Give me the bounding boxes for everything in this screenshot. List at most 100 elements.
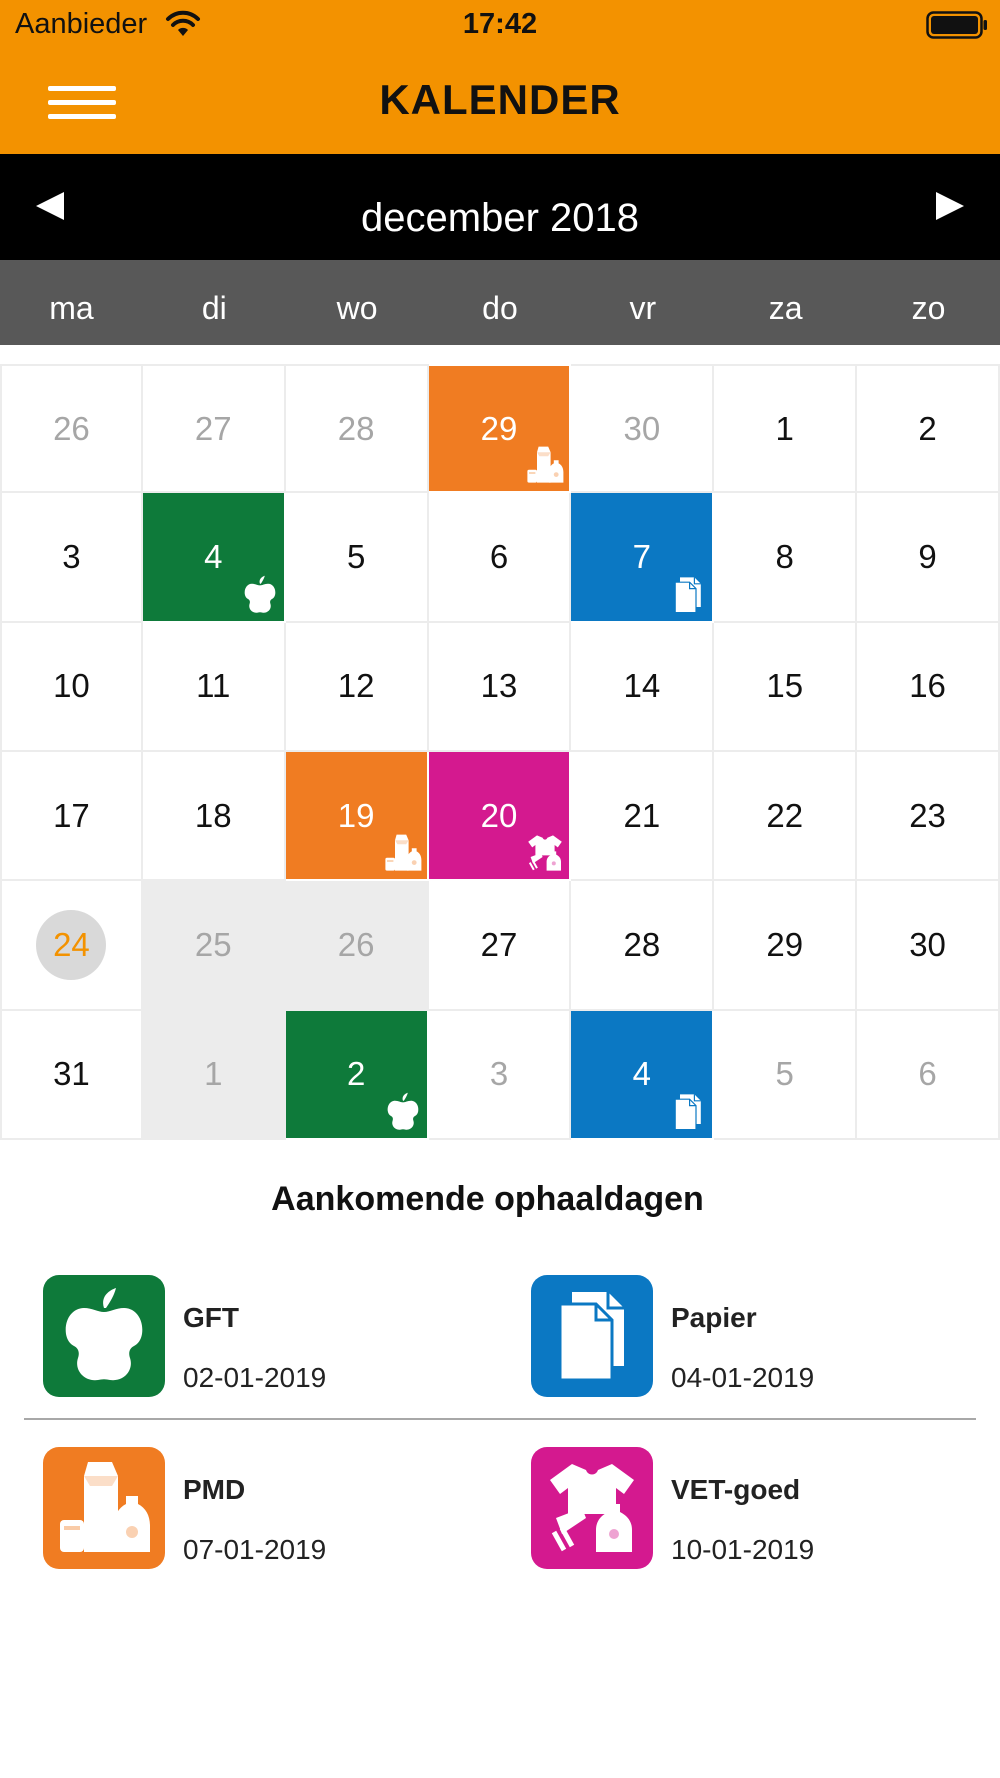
calendar-day-pickup-papier[interactable]: 4 [571,1010,715,1140]
calendar-day[interactable]: 3 [0,493,143,623]
pickup-name: GFT [183,1302,239,1333]
calendar-day[interactable]: 27 [428,881,572,1011]
calendar-day[interactable]: 11 [142,622,286,752]
day-number: 3 [489,1055,509,1093]
calendar-day-pickup-pmd[interactable]: 29 [428,364,572,494]
month-label: december 2018 [361,196,639,240]
day-number: 1 [204,1055,223,1093]
day-number: 9 [918,537,937,575]
day-number: 2 [346,1055,366,1093]
calendar-day[interactable]: 2 [857,364,1000,494]
calendar-day[interactable]: 9 [857,493,1000,623]
day-number: 30 [909,925,946,963]
calendar-day[interactable]: 30 [857,881,1000,1011]
calendar-day[interactable]: 23 [857,751,1000,882]
calendar-day[interactable]: 6 [428,493,572,623]
day-number: 29 [480,409,518,447]
next-month-icon[interactable] [936,192,964,220]
page-title: KALENDER [379,76,621,123]
day-number: 21 [623,796,661,834]
pickup-name: Papier [671,1302,757,1333]
calendar-day[interactable]: 25 [142,881,286,1011]
day-number: 26 [337,925,375,963]
day-number: 19 [337,796,375,834]
calendar-day[interactable]: 21 [571,751,715,882]
day-number: 28 [623,925,661,963]
calendar-day[interactable]: 16 [857,622,1000,752]
apple-core-icon [54,1286,154,1386]
pickup-tile-gft [43,1275,165,1397]
calendar-day[interactable]: 27 [142,364,286,494]
calendar-day[interactable]: 12 [285,622,429,752]
calendar-day[interactable]: 15 [714,622,858,752]
pickup-item-pmd[interactable]: PMD 07-01-2019 [43,1442,483,1572]
calendar-day[interactable]: 10 [0,622,143,752]
calendar-day[interactable]: 28 [571,881,715,1011]
day-number: 8 [775,537,794,575]
pickup-tile-vet [531,1447,653,1569]
paper-icon [668,1092,708,1132]
paper-icon [668,575,708,615]
calendar-day[interactable]: 8 [714,493,858,623]
day-number: 31 [53,1055,90,1093]
month-navigation: december 2018 [0,154,1000,260]
hamburger-menu-icon[interactable] [40,78,120,128]
calendar-day[interactable]: 3 [428,1010,572,1140]
day-number: 27 [194,409,232,447]
day-number: 23 [909,796,946,834]
calendar-day[interactable]: 14 [571,622,715,752]
calendar-day-pickup-pmd[interactable]: 19 [285,751,429,882]
day-number: 12 [337,667,375,705]
calendar-day[interactable]: 1 [714,364,858,494]
day-number: 7 [632,537,652,575]
calendar-day[interactable]: 13 [428,622,572,752]
day-number: 4 [204,537,223,575]
day-number: 25 [194,925,232,963]
weekday-label: ma [49,290,94,326]
calendar-day-pickup-gft[interactable]: 4 [142,493,286,623]
day-number: 24 [53,925,90,963]
day-number: 14 [623,667,661,705]
calendar-day[interactable]: 28 [285,364,429,494]
calendar-day-today[interactable]: 24 [0,881,143,1011]
app-header: KALENDER [0,50,1000,154]
calendar-day-pickup-gft[interactable]: 2 [285,1010,429,1140]
weekday-label: do [482,290,518,326]
calendar-day[interactable]: 5 [285,493,429,623]
day-number: 13 [480,667,518,705]
pickup-item-gft[interactable]: GFT 02-01-2019 [43,1270,483,1400]
day-number: 5 [775,1055,794,1093]
weekday-label: zo [911,290,946,326]
day-number: 28 [337,409,375,447]
calendar-day[interactable]: 26 [0,364,143,494]
carrier-label: Aanbieder [15,8,148,40]
pickup-item-papier[interactable]: Papier 04-01-2019 [531,1270,971,1400]
calendar-day[interactable]: 30 [571,364,715,494]
calendar-grid: 26 27 28 29 30 1 2 3 4 5 6 7 8 9 10 11 12 13 14 15 16 17 18 19 2… [0,364,1000,1140]
pickup-date: 02-01-2019 [183,1362,327,1393]
pickup-name: VET-goed [671,1474,801,1505]
day-number: 11 [196,667,231,705]
textile-icon [542,1458,642,1558]
day-number: 1 [775,409,794,447]
packaging-icon [525,445,565,485]
calendar-day[interactable]: 26 [285,881,429,1011]
day-number: 22 [766,796,804,834]
calendar-day[interactable]: 17 [0,751,143,882]
calendar-day-pickup-papier[interactable]: 7 [571,493,715,623]
packaging-icon [54,1458,154,1558]
calendar-day[interactable]: 22 [714,751,858,882]
calendar-day[interactable]: 29 [714,881,858,1011]
day-number: 17 [53,796,90,834]
previous-month-icon[interactable] [36,192,64,220]
calendar-day[interactable]: 31 [0,1010,143,1140]
calendar-day[interactable]: 1 [142,1010,286,1140]
weekday-header: ma di wo do vr za zo [0,260,1000,345]
calendar-day[interactable]: 6 [857,1010,1000,1140]
day-number: 18 [194,796,232,834]
day-number: 6 [489,537,509,575]
calendar-day[interactable]: 18 [142,751,286,882]
calendar-day-pickup-vet[interactable]: 20 [428,751,572,882]
calendar-day[interactable]: 5 [714,1010,858,1140]
pickup-item-vet[interactable]: VET-goed 10-01-2019 [531,1442,971,1572]
